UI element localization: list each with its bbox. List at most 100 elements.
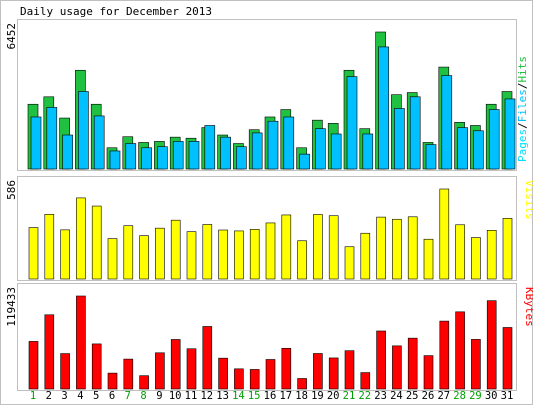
series-label-part: Hits xyxy=(516,56,529,83)
x-tick-label: 31 xyxy=(501,390,514,402)
bar-files xyxy=(236,146,247,170)
bar-kbytes xyxy=(60,353,70,390)
bar-visits xyxy=(202,224,213,280)
bar-visits xyxy=(123,225,134,280)
series-label-part: Files xyxy=(516,89,529,122)
bar-files xyxy=(172,141,184,170)
bar-visits xyxy=(218,229,228,280)
bar-visits xyxy=(407,216,418,280)
bar-kbytes xyxy=(376,330,386,390)
bar-files xyxy=(220,136,231,170)
panel-frame xyxy=(17,283,517,391)
y-max-label: 6452 xyxy=(5,23,18,50)
series-label-part: KBytes xyxy=(523,287,533,327)
x-tick-label: 29 xyxy=(469,390,482,402)
bar-visits xyxy=(28,227,39,280)
bar-files xyxy=(157,146,168,170)
bar-kbytes xyxy=(107,372,118,390)
bar-files xyxy=(394,108,405,170)
x-tick-label: 3 xyxy=(61,390,67,402)
bar-files xyxy=(188,141,200,170)
x-tick-label: 15 xyxy=(248,390,261,402)
bar-visits xyxy=(376,216,386,280)
bar-files xyxy=(457,127,468,170)
bar-kbytes xyxy=(360,372,371,390)
bar-files xyxy=(46,107,58,170)
series-label-part: Visits xyxy=(523,180,533,220)
bar-kbytes xyxy=(486,300,497,390)
x-tick-label: 9 xyxy=(156,390,162,402)
bar-kbytes xyxy=(139,375,149,390)
bar-visits xyxy=(297,240,307,280)
bar-files xyxy=(299,153,310,170)
bar-visits xyxy=(170,219,181,280)
bar-visits xyxy=(313,214,323,280)
bar-files xyxy=(378,46,389,170)
bar-kbytes xyxy=(297,378,307,390)
x-tick-label: 10 xyxy=(169,390,182,402)
series-label-part: / xyxy=(516,83,529,90)
x-tick-label: 6 xyxy=(109,390,115,402)
bar-kbytes xyxy=(502,327,513,390)
bar-kbytes xyxy=(281,347,292,390)
bar-visits xyxy=(186,231,197,280)
series-label: Visits xyxy=(523,180,533,220)
bar-kbytes xyxy=(423,355,434,390)
series-label-part: / xyxy=(516,122,529,129)
bar-visits xyxy=(439,188,450,280)
bar-files xyxy=(267,120,279,170)
bar-files xyxy=(346,76,358,170)
bar-kbytes xyxy=(344,350,355,390)
y-max-label: 119433 xyxy=(5,287,18,327)
bar-kbytes xyxy=(249,369,260,390)
bar-visits xyxy=(328,215,339,280)
bar-kbytes xyxy=(202,326,213,390)
series-label-part: Pages xyxy=(516,129,529,162)
bar-files xyxy=(283,116,295,170)
bar-kbytes xyxy=(313,353,323,390)
x-tick-label: 12 xyxy=(200,390,213,402)
bar-files xyxy=(204,125,216,170)
bar-files xyxy=(362,133,374,170)
bar-files xyxy=(141,147,152,170)
bar-files xyxy=(425,144,437,170)
x-tick-label: 18 xyxy=(295,390,308,402)
x-tick-label: 19 xyxy=(311,390,324,402)
x-tick-label: 13 xyxy=(216,390,229,402)
bar-files xyxy=(62,134,73,170)
x-tick-label: 30 xyxy=(485,390,498,402)
bar-files xyxy=(504,98,516,170)
bar-kbytes xyxy=(170,339,181,390)
x-tick-label: 24 xyxy=(390,390,403,402)
bar-files xyxy=(315,128,326,170)
bar-files xyxy=(30,116,42,170)
bar-kbytes xyxy=(123,358,134,390)
bar-files xyxy=(93,115,105,170)
x-tick-label: 27 xyxy=(437,390,450,402)
x-tick-label: 23 xyxy=(374,390,387,402)
x-tick-labels: 1 2 3 4 5 6 7 8 9 10 11 12 13 14 15 16 17 18 19 20 21 22 23 24 2… xyxy=(30,390,513,402)
x-tick-label: 21 xyxy=(343,390,356,402)
bar-files xyxy=(441,75,453,170)
bar-files xyxy=(109,150,121,170)
bar-kbytes xyxy=(328,357,339,390)
x-tick-label: 16 xyxy=(264,390,277,402)
bar-visits xyxy=(502,218,513,280)
series-label: Pages/Files/Hits xyxy=(516,56,529,162)
bar-visits xyxy=(360,232,371,280)
bar-visits xyxy=(44,214,55,280)
bar-visits xyxy=(455,224,465,280)
bar-files xyxy=(488,109,500,170)
x-tick-label: 4 xyxy=(77,390,83,402)
x-tick-label: 1 xyxy=(30,390,36,402)
bar-visits xyxy=(344,246,355,280)
bar-visits xyxy=(265,222,276,280)
x-tick-label: 25 xyxy=(406,390,419,402)
bar-visits xyxy=(107,238,118,280)
bar-kbytes xyxy=(234,368,244,390)
x-tick-label: 26 xyxy=(422,390,435,402)
bar-kbytes xyxy=(44,314,55,390)
bar-kbytes xyxy=(455,311,465,390)
